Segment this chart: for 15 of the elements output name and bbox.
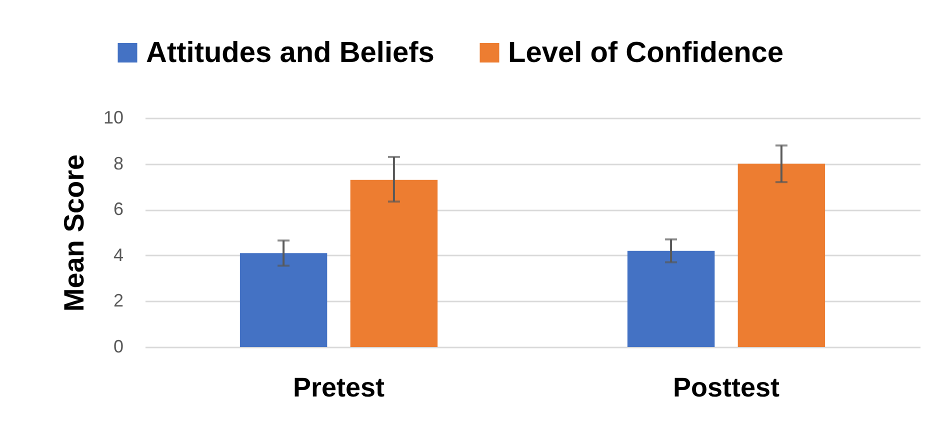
y-axis-title: Mean Score — [58, 154, 90, 312]
x-tick-label: Pretest — [292, 372, 385, 402]
y-tick-label: 4 — [113, 244, 124, 265]
y-tick-label: 10 — [103, 108, 124, 128]
y-tick-label: 2 — [113, 290, 124, 311]
x-tick-label: Posttest — [672, 372, 780, 402]
y-tick-label: 6 — [113, 199, 124, 220]
bar — [350, 180, 438, 347]
y-tick-label: 0 — [113, 336, 124, 356]
legend-label: Attitudes and Beliefs — [146, 36, 434, 69]
y-tick-label: 8 — [113, 153, 124, 174]
bar — [738, 164, 826, 347]
bar — [240, 253, 328, 347]
bar — [627, 250, 715, 347]
legend-label: Level of Confidence — [508, 36, 784, 69]
